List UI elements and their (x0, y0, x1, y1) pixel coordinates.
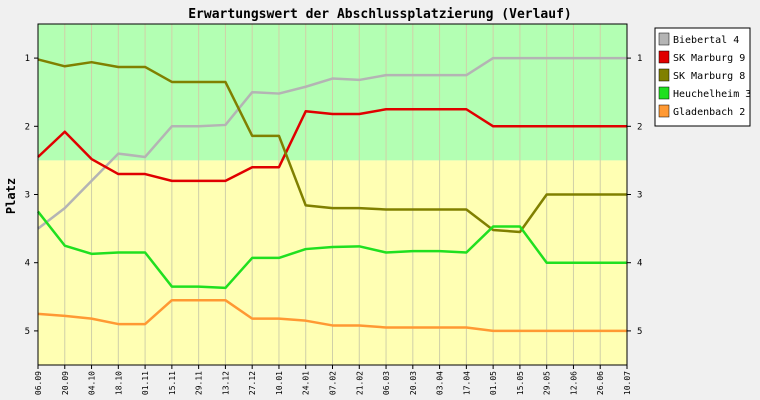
series-layer (37, 56, 627, 333)
grid (64, 24, 601, 365)
legend-label: SK Marburg 9 (673, 53, 745, 64)
series-line-3 (37, 58, 627, 234)
series-line-2 (37, 108, 627, 183)
legend-swatch (658, 50, 670, 64)
x-ticks: 06.09 20.09 04.10 18.10 01.11 15.11 29.11 13.12… (34, 365, 632, 395)
x-tick-label: 27.12 (248, 371, 257, 395)
series-line-5 (37, 298, 627, 333)
x-tick-label: 18.10 (114, 371, 123, 395)
x-tick-label: 10.07 (623, 371, 632, 395)
x-tick-label: 29.05 (543, 371, 552, 395)
series-line-1 (37, 56, 627, 230)
y-axis-label: Platz (4, 178, 18, 214)
legend-swatch (658, 68, 670, 82)
x-tick-label: 20.09 (61, 371, 70, 395)
y-tick-label-right: 2 (637, 122, 642, 132)
x-tick-label: 04.10 (88, 371, 97, 395)
x-tick-label: 12.06 (569, 371, 578, 395)
x-tick-label: 15.11 (168, 371, 177, 395)
y-tick-label-right: 3 (637, 191, 642, 201)
x-tick-label: 10.01 (275, 371, 284, 395)
x-tick-label: 06.09 (34, 371, 43, 395)
x-tick-label: 13.12 (221, 371, 230, 395)
x-tick-label: 29.11 (195, 371, 204, 395)
legend-label: Heuchelheim 3 (673, 89, 751, 100)
x-tick-label: 01.11 (141, 371, 150, 395)
y-tick-label-left: 2 (25, 122, 30, 132)
y-tick-label-right: 5 (637, 327, 642, 337)
y-tick-label-right: 1 (637, 54, 642, 64)
x-tick-label: 17.04 (462, 371, 471, 395)
x-tick-label: 21.02 (355, 371, 364, 395)
x-tick-label: 01.05 (489, 371, 498, 395)
x-tick-label: 03.04 (436, 371, 445, 395)
y-tick-label-right: 4 (637, 259, 642, 269)
x-tick-label: 15.05 (516, 371, 525, 395)
x-tick-label: 20.03 (409, 371, 418, 395)
y-tick-label-left: 1 (25, 54, 30, 64)
x-tick-label: 07.02 (329, 371, 338, 395)
legend: Biebertal 4 SK Marburg 9 SK Marburg 8 Heuch… (654, 27, 751, 127)
legend-swatch (658, 86, 670, 100)
y-tick-label-left: 3 (25, 191, 30, 201)
y-tick-label-left: 5 (25, 327, 30, 337)
x-tick-label: 26.06 (596, 371, 605, 395)
chart-title: Erwartungswert der Abschlussplatzierung … (188, 7, 572, 22)
y-ticks: 1 1 2 2 3 3 4 4 5 5 (25, 54, 643, 337)
y-tick-label-left: 4 (25, 259, 30, 269)
legend-swatch (658, 32, 670, 46)
x-tick-label: 24.01 (302, 371, 311, 395)
series-line-4 (37, 210, 627, 290)
legend-swatch (658, 104, 670, 118)
x-tick-label: 06.03 (382, 371, 391, 395)
legend-label: Gladenbach 2 (673, 107, 745, 118)
legend-label: Biebertal 4 (673, 35, 739, 46)
legend-box (654, 27, 751, 127)
legend-label: SK Marburg 8 (673, 71, 745, 82)
